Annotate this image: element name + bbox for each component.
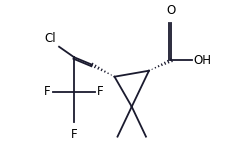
- Text: Cl: Cl: [44, 32, 56, 45]
- Text: O: O: [167, 4, 176, 17]
- Text: F: F: [44, 85, 51, 98]
- Text: F: F: [97, 85, 104, 98]
- Text: OH: OH: [193, 54, 211, 67]
- Text: F: F: [71, 128, 77, 141]
